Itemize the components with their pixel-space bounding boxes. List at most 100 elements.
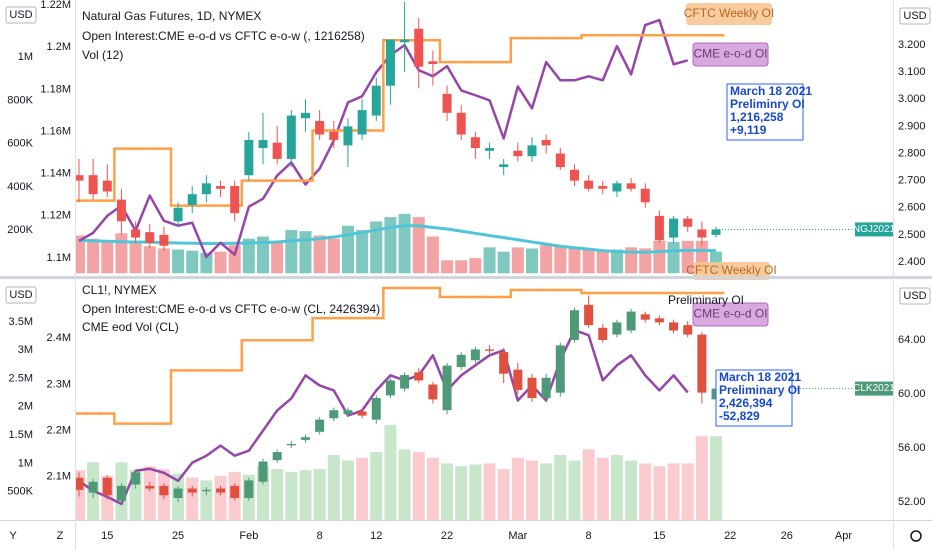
candle-body (541, 377, 551, 399)
candle-body (569, 310, 579, 340)
volume-bar (313, 469, 326, 520)
cme-label: CME e-o-d OI (693, 47, 767, 61)
candle-body (102, 180, 112, 192)
candle-body (499, 164, 509, 168)
oi-tick-label: 1.2M (47, 41, 71, 53)
volume-bar (426, 457, 439, 520)
contract-label: NGJ2021 (853, 224, 896, 235)
candle-body (400, 39, 410, 43)
volume-bar (610, 249, 623, 274)
cme-label-box (692, 302, 769, 327)
right-tick-label: 3.000 (898, 93, 926, 105)
candle-body (400, 375, 410, 389)
right-tick-label: 56.00 (898, 442, 926, 454)
candle-body (569, 169, 579, 181)
volume-bar (710, 436, 723, 520)
info-line: -52,829 (719, 409, 760, 423)
volume-bar (639, 248, 652, 274)
volume-bar (653, 240, 666, 274)
volume-bar (186, 477, 199, 520)
volume-bar (483, 463, 496, 520)
info-box (726, 83, 804, 141)
volume-bar (568, 460, 581, 520)
volume-bar (143, 466, 156, 520)
volume-bar (228, 245, 241, 274)
candle-body (654, 318, 664, 323)
currency-box (5, 6, 37, 24)
volume-bar (653, 466, 666, 520)
oi-tick-label: 2.1M (47, 471, 71, 483)
x-tick-label: 12 (370, 530, 382, 542)
candle-body (244, 480, 254, 498)
oi-tick-label: 1.1M (47, 252, 71, 264)
candle-body (286, 115, 296, 159)
candle-body (428, 61, 438, 65)
volume-bar (214, 251, 227, 274)
volume-bar (639, 463, 652, 520)
volume-bar (271, 240, 284, 274)
volume-tick-label: 3.5M (9, 316, 33, 328)
volume-tick-label: 1.5M (9, 429, 33, 441)
candle-body (201, 183, 211, 195)
volume-bar (313, 235, 326, 274)
volume-tick-label: 600K (7, 138, 33, 150)
toolbar-button[interactable]: Y (9, 530, 17, 542)
candle-body (470, 137, 480, 149)
volume-bar (483, 247, 496, 274)
candle-body (88, 481, 98, 493)
candle-body (612, 183, 622, 192)
volume-bar (341, 460, 354, 520)
volume-bar (497, 469, 510, 520)
info-line: March 18 2021 (730, 84, 812, 98)
volume-bar (525, 248, 538, 274)
candle-body (76, 175, 84, 181)
candle-body (669, 218, 679, 238)
volume-bar (87, 238, 100, 274)
volume-bar (384, 217, 397, 274)
candle-body (697, 229, 707, 238)
volume-bar (582, 449, 595, 520)
candle-body (116, 199, 126, 222)
volume-bar (426, 236, 439, 274)
candle-body (470, 349, 480, 361)
candle-body (555, 345, 565, 393)
volume-bar (214, 475, 227, 520)
volume-bar (356, 457, 369, 520)
candle-body (555, 153, 565, 168)
volume-bar (271, 469, 284, 520)
volume-bar (412, 217, 425, 274)
volume-bar (143, 246, 156, 274)
legend-text: Open Interest:CME e-o-d vs CFTC e-o-w (C… (82, 302, 380, 316)
candle-body (385, 380, 395, 396)
volume-tick-label: 200K (7, 224, 33, 236)
candle-body (187, 488, 197, 493)
candle-body (499, 352, 509, 374)
candle-body (640, 314, 650, 320)
toolbar-button[interactable]: Z (57, 530, 64, 542)
volume-bar (625, 460, 638, 520)
volume-bar (667, 241, 680, 274)
volume-bar (257, 236, 270, 274)
volume-bar (172, 249, 185, 274)
volume-tick-label: 500K (7, 486, 33, 498)
volume-bar (356, 230, 369, 274)
volume-bar (370, 452, 383, 520)
contract-tag (855, 381, 893, 396)
candle-body (584, 180, 594, 189)
candle-body (371, 85, 381, 116)
candle-body (626, 183, 636, 189)
volume-bar (398, 213, 411, 274)
oi-tick-label: 1.14M (40, 168, 71, 180)
info-line: Preliminry OI (730, 97, 805, 111)
cftc-label-box (693, 262, 770, 280)
volume-bar (540, 245, 553, 274)
candle-body (527, 377, 537, 399)
settings-icon[interactable] (910, 530, 922, 542)
volume-bar (625, 247, 638, 274)
volume-tick-label: 3M (18, 344, 33, 356)
volume-bar (101, 240, 114, 274)
cftc-label: CFTC Weekly OI (686, 263, 776, 277)
candle-body (201, 489, 211, 492)
candle-body (428, 384, 438, 400)
right-tick-label: 2.400 (898, 256, 926, 268)
